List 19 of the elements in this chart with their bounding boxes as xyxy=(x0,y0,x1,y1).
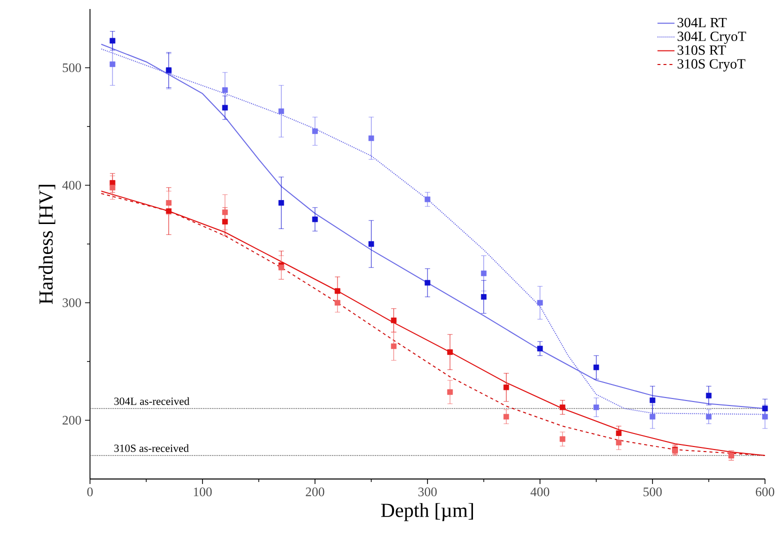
legend-label: 310S RT xyxy=(678,45,726,55)
y-tick-label: 500 xyxy=(62,63,82,72)
x-tick-label: 500 xyxy=(644,488,662,496)
y-tick-label: 300 xyxy=(62,298,82,308)
x-tick-label: 300 xyxy=(418,488,437,496)
x-tick-label: 200 xyxy=(306,488,324,496)
legend-label: 310S CryoT xyxy=(678,59,746,72)
legend-label: 304L RT xyxy=(678,18,727,28)
legend-label: 304L CryoT xyxy=(678,32,746,44)
y-tick-label: 400 xyxy=(62,180,82,190)
x-tick-label: 0 xyxy=(87,488,93,496)
x-tick-label: 400 xyxy=(530,488,550,496)
y-tick-label: 200 xyxy=(62,416,82,425)
ref-line-label: 310S as-received xyxy=(114,444,189,452)
y-axis-title: Hardness [HV] xyxy=(38,184,56,304)
x-tick-label: 600 xyxy=(756,488,774,496)
x-axis-title: Depth [µm] xyxy=(381,503,473,522)
ref-line-label: 304L as-received xyxy=(114,397,190,405)
x-tick-label: 100 xyxy=(194,488,212,496)
